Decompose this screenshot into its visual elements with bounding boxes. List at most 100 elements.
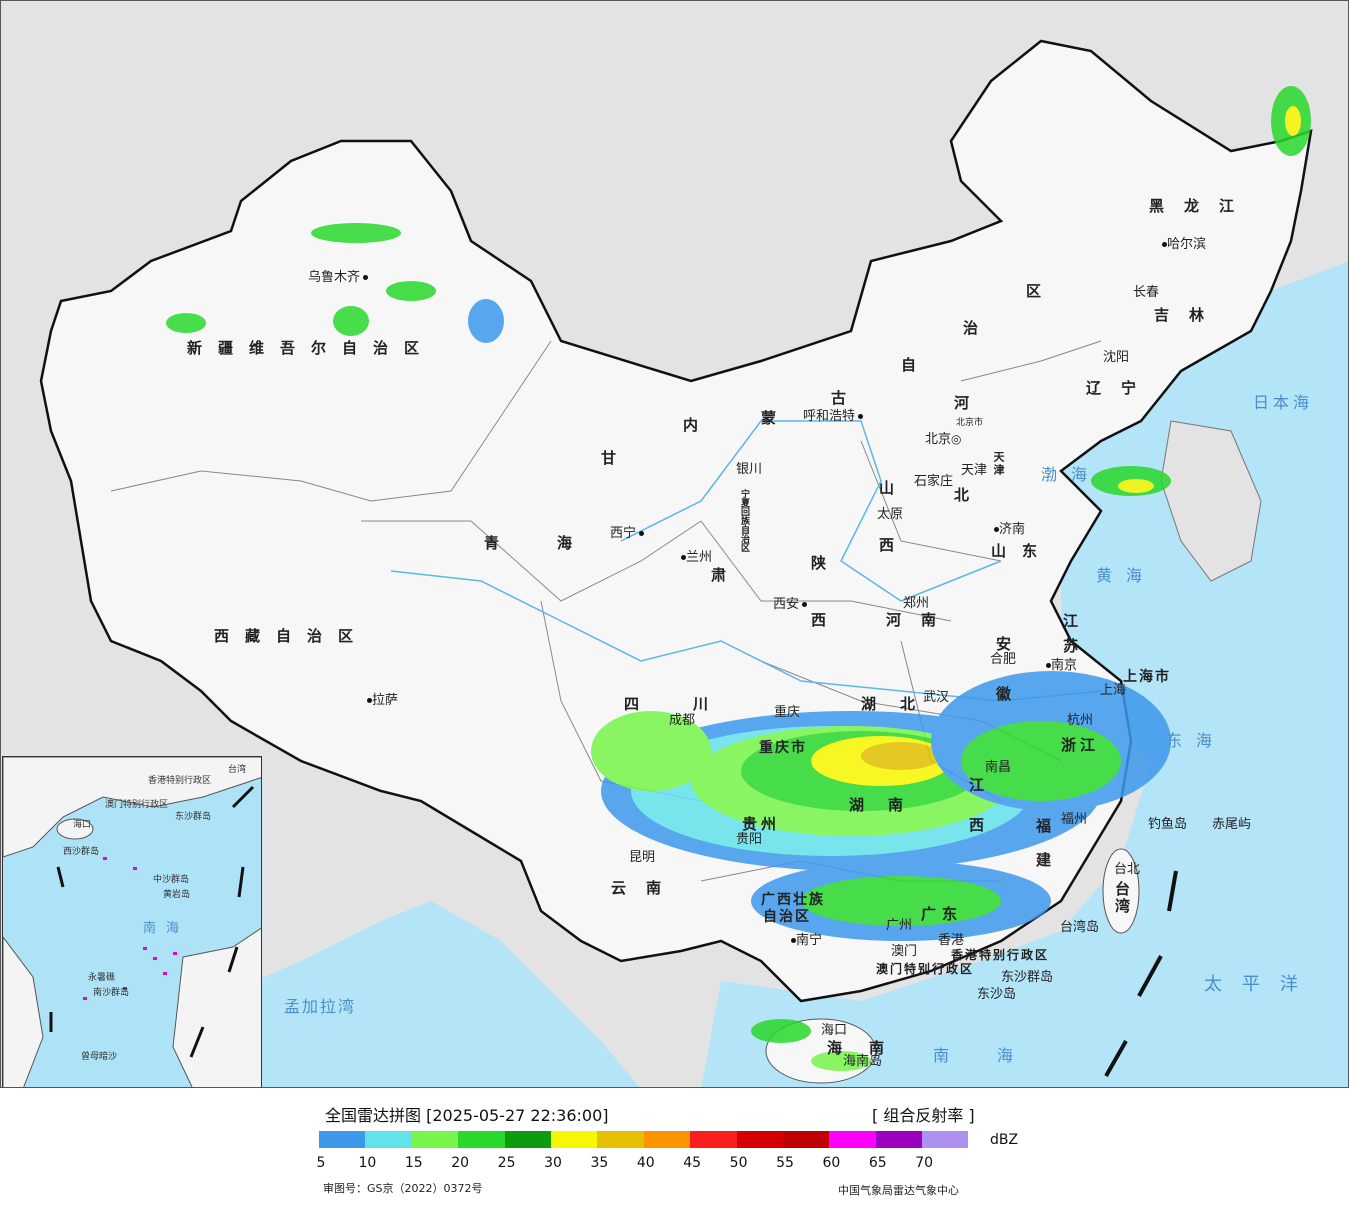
province-yunnan: 云南 [611, 879, 682, 897]
inset-huangyan: 黄岩岛 [163, 890, 191, 900]
inset-nansha: 南沙群岛 [93, 988, 130, 998]
province-hebei-2: 北 [954, 486, 986, 504]
inset-zengmu: 曾母暗沙 [81, 1052, 118, 1062]
city-yinchuan: 银川 [736, 462, 763, 477]
inset-yongshu: 永暑礁 [88, 973, 116, 983]
city-harbin: 哈尔滨 [1159, 238, 1206, 251]
province-gansu-1: 甘 [601, 449, 633, 467]
province-beijing-small: 北京市 [956, 418, 984, 428]
province-hubei: 湖北 [861, 695, 940, 713]
legend-tick-label: 50 [729, 1155, 748, 1171]
province-jilin: 吉林 [1154, 306, 1225, 324]
province-liaoning: 辽宁 [1086, 379, 1157, 397]
province-jiangsu-2: 苏 [1063, 637, 1095, 655]
sea-huanghai: 黄海 [1096, 566, 1157, 585]
province-guangdong: 广东 [921, 905, 964, 923]
legend-swatch [782, 1131, 830, 1148]
legend-tick-label: 45 [683, 1155, 702, 1171]
province-gansu-2: 肃 [711, 566, 743, 584]
city-tianjin: 天津 [961, 463, 988, 478]
legend-tick-label: 35 [590, 1155, 609, 1171]
province-shandong: 山东 [991, 542, 1054, 560]
inset-zhongsha: 中沙群岛 [153, 875, 190, 885]
island-diaoyu: 钓鱼岛 [1148, 817, 1188, 832]
korea-peninsula [1160, 420, 1262, 582]
city-nanjing: 南京 [1043, 659, 1077, 672]
city-shanghai: 上海 [1100, 683, 1127, 698]
island-chiwei: 赤尾屿 [1212, 817, 1252, 832]
city-taipei: 台北 [1114, 862, 1141, 877]
province-jiangsu-1: 江 [1063, 612, 1095, 630]
legend-swatch [504, 1131, 551, 1148]
city-shenyang: 沈阳 [1103, 350, 1130, 365]
city-shijiazhuang: 石家庄 [914, 474, 954, 489]
province-qinghai: 青海 [484, 534, 631, 552]
city-beijing: 北京◎ [925, 432, 962, 447]
city-hangzhou: 杭州 [1067, 713, 1094, 728]
city-hongkong: 香港 [938, 933, 965, 948]
legend-color-bar [319, 1131, 969, 1148]
province-heilongjiang: 黑龙江 [1149, 197, 1255, 215]
province-anhui-2: 徽 [996, 685, 1028, 703]
province-sichuan: 四川 [624, 695, 763, 713]
sea-donghai: 东海 [1166, 731, 1227, 750]
province-hk: 香港特别行政区 [951, 948, 1050, 962]
city-hefei: 合肥 [990, 652, 1017, 667]
city-xian: 西安 [773, 598, 808, 611]
province-fujian-2: 建 [1036, 851, 1068, 869]
city-changchun: 长春 [1133, 285, 1160, 300]
province-hainan-2: 南 [869, 1039, 901, 1057]
legend-swatch [319, 1131, 366, 1148]
city-guiyang: 贵阳 [736, 832, 763, 847]
province-guangxi-1: 广西壮族 [761, 892, 825, 908]
legend-panel: 全国雷达拼图 [2025-05-27 22:36:00] [ 组合反射率 ] d… [0, 1088, 1349, 1208]
province-xinjiang: 新疆维吾尔自治区 [187, 339, 436, 357]
radar-echoes [166, 86, 1311, 1071]
province-hunan: 湖南 [849, 796, 928, 814]
sea-japan: 日本海 [1253, 393, 1314, 412]
legend-swatch [922, 1131, 969, 1148]
province-henan: 河南 [886, 611, 957, 629]
province-xizang: 西藏自治区 [214, 627, 370, 645]
province-anhui-1: 安 [996, 635, 1028, 653]
legend-tick-label: 25 [497, 1155, 516, 1171]
map-approval-number: 审图号：GS京（2022）0372号 [323, 1182, 483, 1195]
legend-tick-label: 40 [636, 1155, 655, 1171]
inset-nanhai: 南海 [143, 921, 190, 936]
province-hebei-1: 河 [954, 394, 986, 412]
province-neimenggu-1: 内 [683, 416, 715, 434]
sea-bohai: 渤海 [1041, 465, 1102, 484]
legend-tick-label: 15 [404, 1155, 423, 1171]
province-macau: 澳门特别行政区 [876, 962, 975, 976]
legend-swatch [458, 1131, 505, 1148]
legend-swatch [875, 1131, 923, 1148]
map-canvas [39, 39, 1348, 1087]
province-shanxi-2: 西 [879, 536, 911, 554]
legend-product-type: [ 组合反射率 ] [872, 1106, 975, 1125]
legend-tick-label: 55 [776, 1155, 794, 1171]
city-xining: 西宁 [610, 527, 645, 540]
inset-canvas [3, 757, 261, 1087]
city-macau: 澳门 [891, 944, 918, 959]
legend-tick-label: 20 [451, 1155, 470, 1171]
boundary-dashes [1104, 870, 1178, 1077]
island-taiwan: 台湾岛 [1060, 920, 1100, 935]
sea-bengal: 孟加拉湾 [284, 997, 357, 1016]
province-zhejiang: 浙江 [1061, 736, 1100, 754]
city-jinan: 济南 [991, 523, 1025, 536]
province-shaanxi-1: 陕 [811, 554, 843, 572]
legend-tick-label: 65 [868, 1155, 887, 1171]
legend-tick-label: 5 [316, 1155, 326, 1171]
legend-swatch [643, 1131, 691, 1148]
legend-tick-label: 30 [544, 1155, 562, 1171]
legend-tick-label: 10 [358, 1155, 377, 1171]
data-source: 中国气象局雷达气象中心 [838, 1184, 959, 1197]
city-wuhan: 武汉 [923, 690, 950, 705]
province-neimenggu-4: 自 [901, 356, 933, 374]
island-dongsha-qundao: 东沙群岛 [1001, 970, 1054, 985]
province-neimenggu-5: 治 [963, 319, 995, 337]
sea-nanhai: 南海 [933, 1046, 1062, 1065]
province-tianjin: 天津 [992, 451, 1005, 477]
inset-hk: 香港特别行政区 [148, 776, 212, 786]
city-urumqi: 乌鲁木齐 [308, 271, 369, 284]
